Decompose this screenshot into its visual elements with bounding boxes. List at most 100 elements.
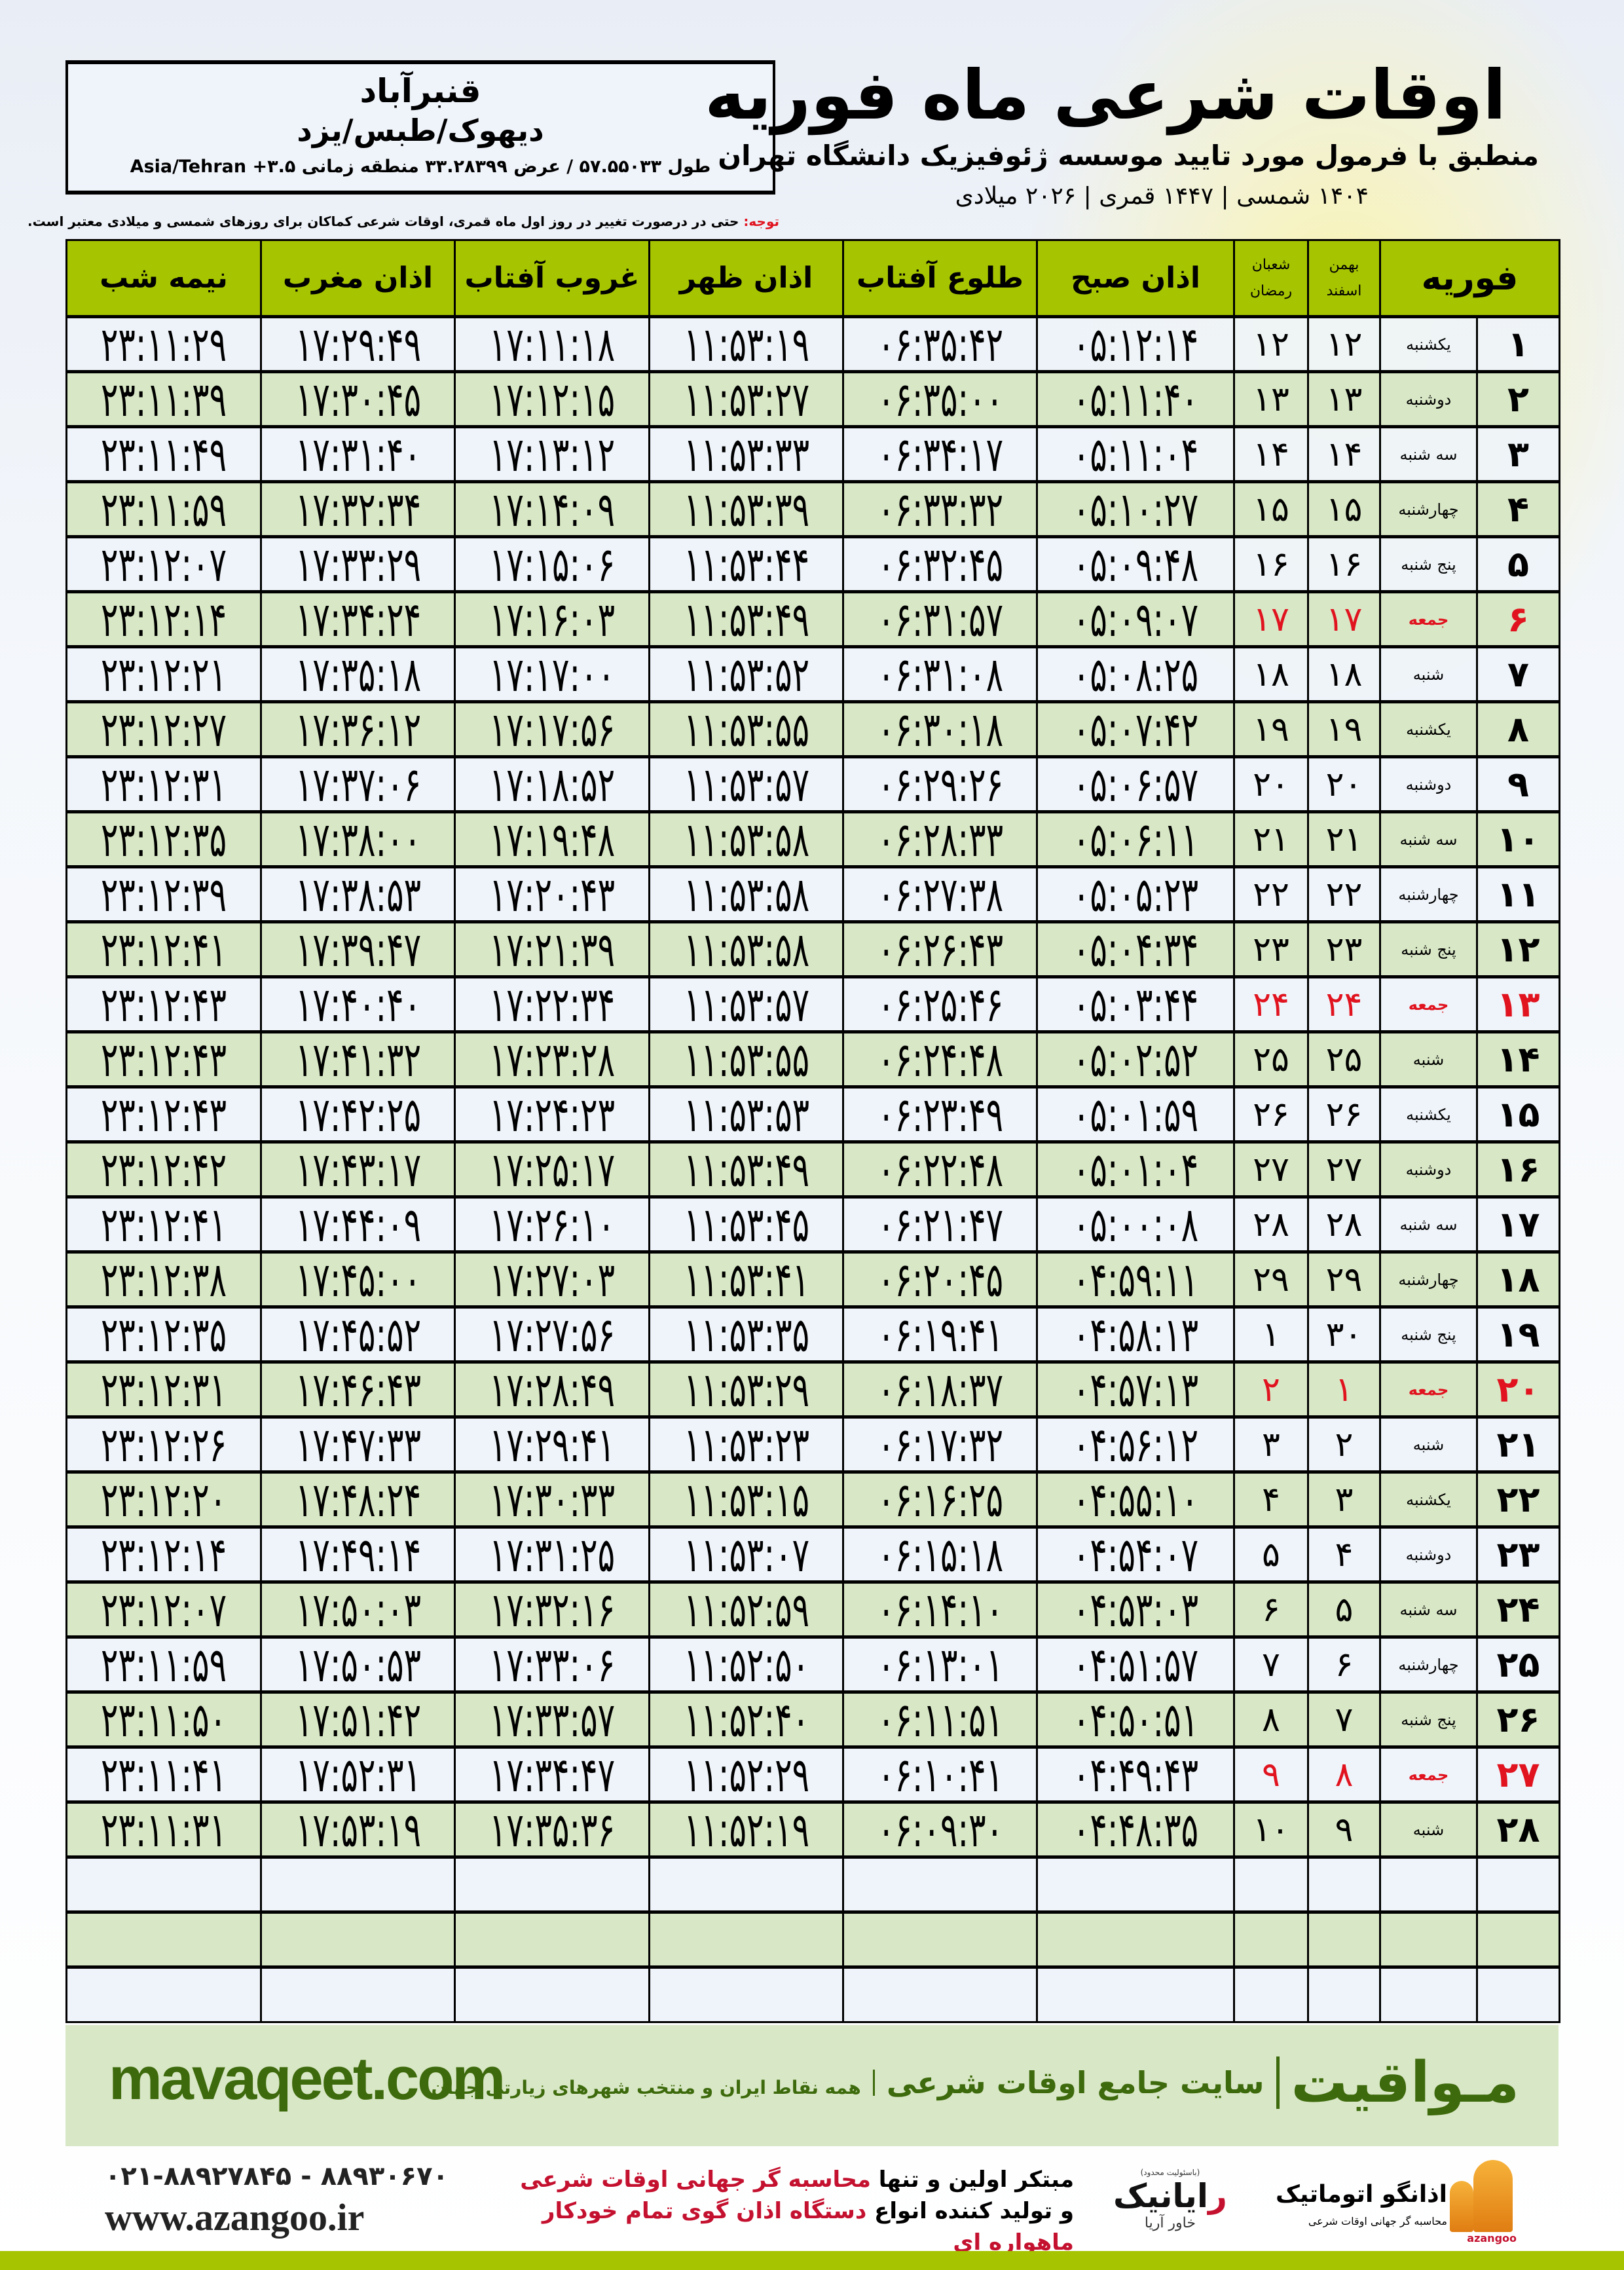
- time-ghorub-cell: ۱۷:۲۵:۱۷: [454, 1140, 650, 1198]
- time-tolu: ۰۶:۲۰:۴۵: [877, 1252, 1003, 1307]
- empty-row: [65, 1965, 1560, 2023]
- day-number-cell: ۱۸: [1476, 1250, 1560, 1308]
- time-sobh-cell: ۰۴:۴۸:۳۵: [1036, 1800, 1235, 1858]
- time-tolu-cell: ۰۶:۲۷:۳۸: [842, 865, 1038, 923]
- time-maghreb-cell: ۱۷:۳۰:۴۵: [260, 370, 456, 428]
- time-zohr-cell: ۱۱:۵۳:۴۹: [648, 1140, 844, 1198]
- table-row: ۱۹ پنج شنبه ۳۰ ۱ ۰۴:۵۸:۱۳ ۰۶:۱۹:۴۱ ۱۱:۵۳:۳۵ ۱۷:…: [65, 1305, 1560, 1363]
- time-maghreb: ۱۷:۳۳:۲۹: [295, 536, 421, 592]
- time-nime-cell: ۲۳:۱۲:۳۱: [65, 1360, 262, 1418]
- shamsi-date-cell: ۱۵: [1307, 480, 1381, 538]
- qamari-date-cell: ۵: [1233, 1525, 1309, 1583]
- time-sobh: ۰۵:۰۵:۲۳: [1072, 866, 1199, 922]
- time-sobh-cell: [1036, 1855, 1235, 1913]
- time-zohr: ۱۱:۵۳:۵۲: [683, 646, 809, 702]
- time-zohr: ۱۱:۵۳:۴۹: [683, 591, 809, 647]
- time-tolu-cell: ۰۶:۲۳:۴۹: [842, 1085, 1038, 1143]
- weekday-cell: پنج شنبه: [1379, 920, 1478, 978]
- time-maghreb-cell: ۱۷:۳۸:۰۰: [260, 810, 456, 868]
- time-nime: ۲۳:۱۲:۴۳: [100, 1087, 227, 1142]
- time-zohr-cell: ۱۱:۵۳:۱۵: [648, 1470, 844, 1528]
- time-zohr-cell: ۱۱:۵۳:۰۷: [648, 1525, 844, 1583]
- time-sobh: ۰۴:۵۹:۱۱: [1072, 1252, 1199, 1307]
- time-ghorub-cell: ۱۷:۱۸:۵۲: [454, 755, 650, 813]
- time-tolu-cell: ۰۶:۳۵:۴۲: [842, 315, 1038, 373]
- time-sobh: ۰۵:۰۸:۲۵: [1072, 646, 1199, 702]
- time-tolu-cell: ۰۶:۳۲:۴۵: [842, 535, 1038, 593]
- time-sobh-cell: ۰۵:۰۹:۰۷: [1036, 590, 1235, 648]
- time-maghreb-cell: [260, 1855, 456, 1913]
- time-zohr: ۱۱:۵۲:۴۰: [683, 1692, 809, 1747]
- time-nime: ۲۳:۱۲:۲۷: [100, 701, 227, 757]
- time-sobh-cell: ۰۴:۵۹:۱۱: [1036, 1250, 1235, 1308]
- time-ghorub: ۱۷:۱۲:۱۵: [489, 371, 616, 427]
- shamsi-date-cell: ۱۲: [1307, 315, 1381, 373]
- time-maghreb-cell: ۱۷:۳۲:۳۴: [260, 480, 456, 538]
- day-number-cell: [1476, 1910, 1560, 1968]
- time-maghreb: ۱۷:۴۰:۴۰: [295, 977, 421, 1032]
- day-number-cell: ۱۷: [1476, 1195, 1560, 1253]
- time-nime-cell: ۲۳:۱۲:۴۳: [65, 1085, 262, 1143]
- rayanik-rest: ایانیک: [1113, 2177, 1209, 2215]
- time-ghorub-cell: ۱۷:۱۵:۰۶: [454, 535, 650, 593]
- time-ghorub-cell: ۱۷:۱۶:۰۳: [454, 590, 650, 648]
- time-sobh: ۰۴:۵۶:۱۲: [1072, 1417, 1199, 1472]
- time-nime: ۲۳:۱۲:۳۵: [100, 811, 227, 867]
- time-maghreb-cell: ۱۷:۳۶:۱۲: [260, 700, 456, 758]
- time-tolu-cell: ۰۶:۱۷:۳۲: [842, 1415, 1038, 1473]
- time-maghreb-cell: ۱۷:۳۹:۴۷: [260, 920, 456, 978]
- time-sobh: ۰۵:۰۹:۰۷: [1072, 591, 1199, 647]
- time-nime: ۲۳:۱۲:۱۴: [100, 1527, 227, 1582]
- region-name: دیهوک/طبس/یزد: [297, 113, 544, 148]
- azangoo-logo: اذانگو اتوماتیک محاسبه گر جهانی اوقات شر…: [1276, 2155, 1519, 2246]
- time-ghorub: ۱۷:۲۵:۱۷: [489, 1142, 616, 1197]
- location-box: قنبرآباد دیهوک/طبس/یزد طول ۵۷.۵۵۰۳۳ / عر…: [65, 60, 775, 195]
- time-nime-cell: ۲۳:۱۲:۴۲: [65, 1140, 262, 1198]
- shamsi-date-cell: ۲۶: [1307, 1085, 1381, 1143]
- day-number-cell: ۷: [1476, 645, 1560, 703]
- table-header: فوریه بهمن اسفند شعبان رمضان اذان صبح طلوع…: [65, 239, 1560, 318]
- phone-numbers: ۰۲۱-۸۸۹۲۷۸۴۵ - ۸۸۹۳۰۶۷۰: [105, 2161, 449, 2191]
- day-number-cell: ۵: [1476, 535, 1560, 593]
- time-nime: ۲۳:۱۲:۳۱: [100, 756, 227, 812]
- time-zohr-cell: ۱۱:۵۳:۵۲: [648, 645, 844, 703]
- promo-line-2b: دستگاه اذان گوی تمام خودکار ماهواره ای: [542, 2198, 1074, 2256]
- time-tolu: ۰۶:۳۵:۴۲: [877, 316, 1003, 372]
- time-sobh-cell: ۰۵:۰۶:۱۱: [1036, 810, 1235, 868]
- shamsi-date-cell: ۲۵: [1307, 1030, 1381, 1088]
- time-tolu-cell: ۰۶:۱۳:۰۱: [842, 1635, 1038, 1693]
- time-nime-cell: [65, 1910, 262, 1968]
- qamari-date-cell: ۱۹: [1233, 700, 1309, 758]
- mavaqeet-site-link[interactable]: mavaqeet.com: [109, 2045, 506, 2112]
- time-maghreb: ۱۷:۳۶:۱۲: [295, 701, 421, 757]
- shamsi-date-cell: ۸: [1307, 1745, 1381, 1803]
- empty-row: [65, 1855, 1560, 1913]
- azangoo-name: اذانگو اتوماتیک: [1275, 2181, 1447, 2208]
- time-ghorub-cell: ۱۷:۳۲:۱۶: [454, 1580, 650, 1638]
- weekday-cell: دوشنبه: [1379, 1140, 1478, 1198]
- time-zohr: ۱۱:۵۲:۱۹: [683, 1802, 809, 1857]
- day-number-cell: ۴: [1476, 480, 1560, 538]
- time-tolu-cell: ۰۶:۳۳:۳۲: [842, 480, 1038, 538]
- time-nime-cell: ۲۳:۱۲:۴۱: [65, 920, 262, 978]
- shamsi-date-cell: ۱۳: [1307, 370, 1381, 428]
- time-sobh-cell: ۰۵:۱۲:۱۴: [1036, 315, 1235, 373]
- time-sobh: ۰۴:۵۵:۱۰: [1072, 1472, 1199, 1527]
- time-tolu: ۰۶:۳۰:۱۸: [877, 701, 1003, 757]
- day-number-cell: ۲: [1476, 370, 1560, 428]
- time-zohr-cell: [648, 1855, 844, 1913]
- promo-line-1a: مبتکر اولین و تنها: [870, 2167, 1074, 2193]
- azangoo-site-link[interactable]: www.azangoo.ir: [105, 2196, 365, 2239]
- time-tolu-cell: ۰۶:۲۴:۴۸: [842, 1030, 1038, 1088]
- time-tolu-cell: [842, 1910, 1038, 1968]
- time-sobh-cell: ۰۴:۵۳:۰۳: [1036, 1580, 1235, 1638]
- time-sobh: ۰۴:۵۰:۵۱: [1072, 1692, 1199, 1747]
- time-zohr: ۱۱:۵۳:۴۵: [683, 1197, 809, 1252]
- table-row: ۸ یکشنبه ۱۹ ۱۹ ۰۵:۰۷:۴۲ ۰۶:۳۰:۱۸ ۱۱:۵۳:۵۵ ۱۷:۱۷…: [65, 700, 1560, 758]
- time-zohr-cell: ۱۱:۵۳:۵۳: [648, 1085, 844, 1143]
- time-ghorub: ۱۷:۱۱:۱۸: [489, 316, 616, 372]
- weekday-cell: یکشنبه: [1379, 700, 1478, 758]
- page-title: اوقات شرعی ماه فوریه: [705, 55, 1506, 135]
- time-nime-cell: ۲۳:۱۲:۳۵: [65, 1305, 262, 1363]
- time-maghreb-cell: ۱۷:۳۱:۴۰: [260, 425, 456, 483]
